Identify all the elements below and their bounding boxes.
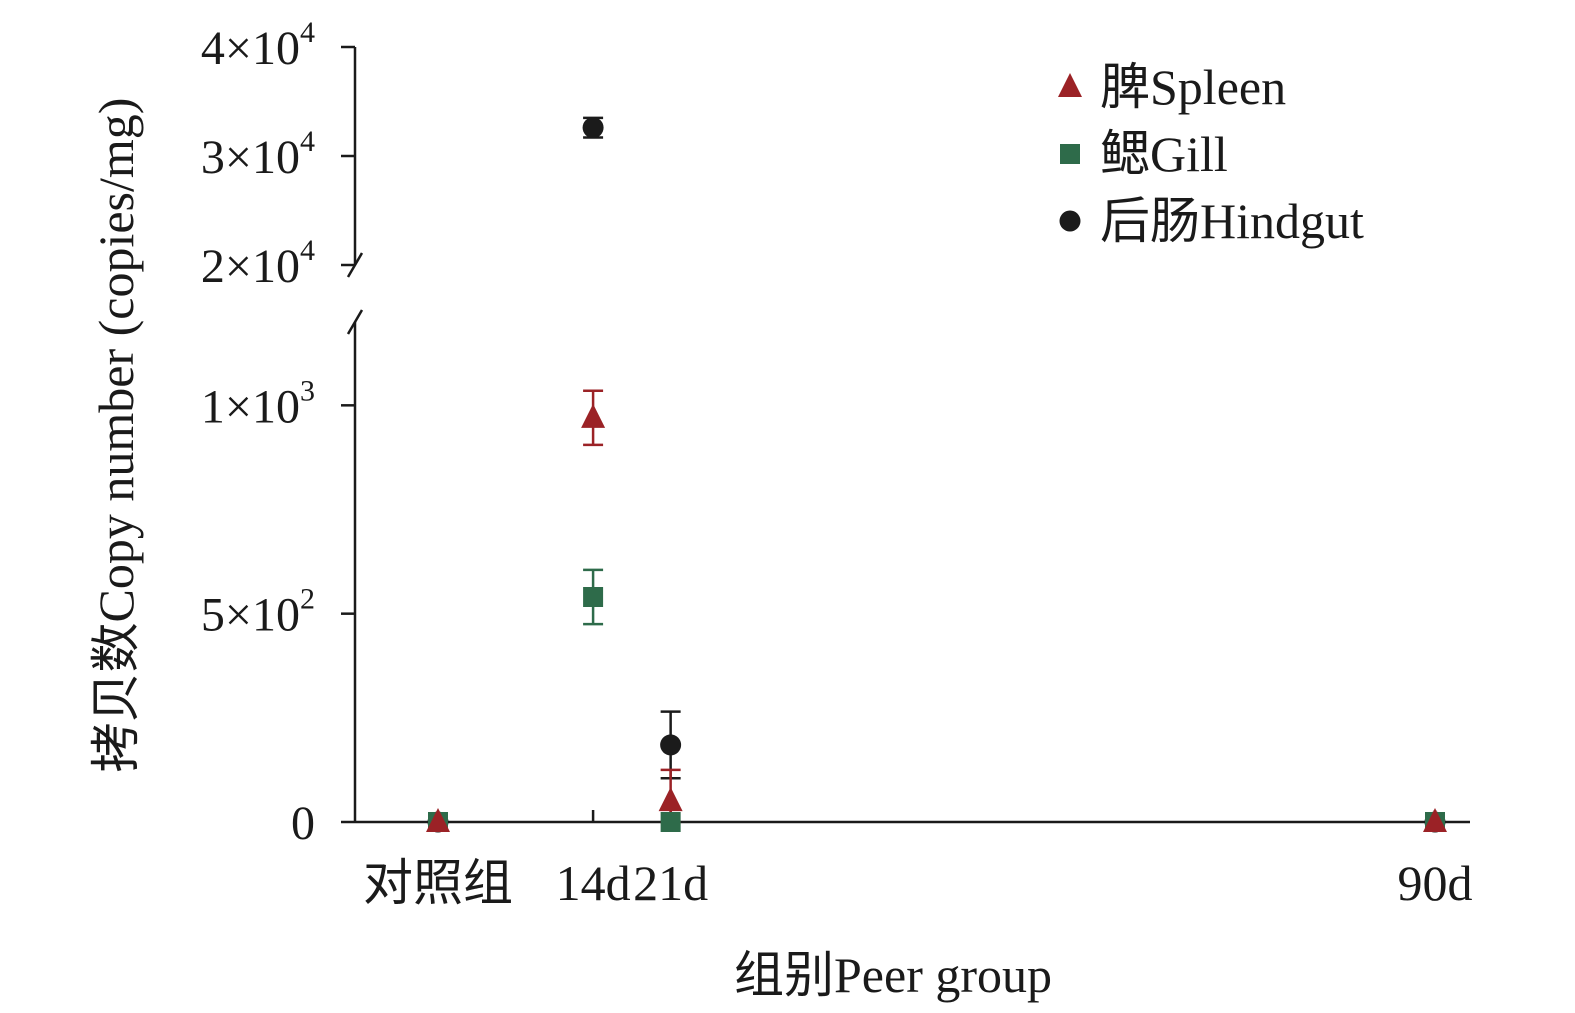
axis-break-mark (346, 309, 364, 335)
x-tick-label: 14d (556, 855, 631, 911)
legend-label: 鳃Gill (1100, 126, 1228, 182)
y-tick-label: 4×104 (201, 16, 315, 75)
y-tick-label: 3×104 (201, 125, 315, 184)
legend-marker (1059, 210, 1081, 232)
legend-marker (1060, 144, 1080, 164)
x-axis-label: 组别Peer group (734, 947, 1052, 1003)
data-point (583, 587, 604, 607)
error-bars (583, 116, 681, 824)
data-point (658, 787, 683, 812)
data-points (426, 117, 1447, 833)
y-tick-label: 2×104 (201, 234, 315, 293)
x-tick-label: 21d (633, 855, 708, 911)
y-tick-label: 5×102 (201, 583, 315, 642)
axes (346, 47, 1470, 824)
data-point (581, 403, 606, 428)
tick-marks: 0 5×102 1×103 2×104 3×104 4×104 对照组 14d 21d 90d (201, 16, 1473, 911)
legend-marker (1058, 73, 1082, 97)
data-point (426, 808, 450, 832)
legend: 脾Spleen 鳃Gill 后肠Hindgut (1058, 59, 1364, 249)
y-tick-label: 1×103 (201, 374, 315, 433)
data-point (660, 734, 682, 756)
x-tick-label: 90d (1398, 855, 1473, 911)
x-tick-label: 对照组 (363, 855, 513, 911)
legend-label: 脾Spleen (1100, 59, 1286, 115)
y-tick-label: 0 (291, 797, 315, 850)
data-point (1423, 808, 1447, 832)
y-axis-label: 拷贝数Copy number (copies/mg) (88, 98, 144, 773)
legend-label: 后肠Hindgut (1100, 193, 1364, 249)
data-point (582, 117, 604, 139)
data-point (660, 812, 681, 832)
